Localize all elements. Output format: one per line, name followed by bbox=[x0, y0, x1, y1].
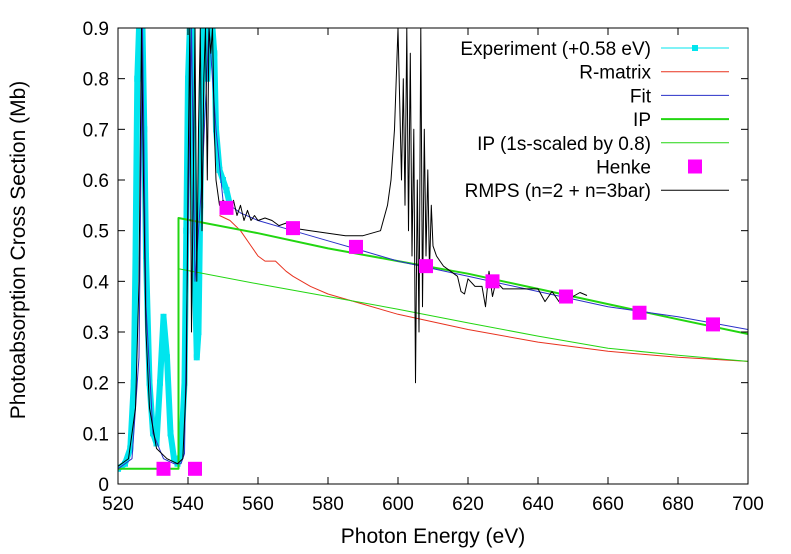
legend-entry-ip: IP bbox=[633, 110, 729, 131]
data-point bbox=[199, 75, 205, 82]
legend-entry-henke: Henke bbox=[596, 158, 702, 179]
series-line bbox=[118, 28, 233, 472]
x-tick-label: 700 bbox=[732, 494, 764, 515]
x-tick-label: 620 bbox=[452, 494, 484, 515]
data-point bbox=[183, 227, 190, 234]
data-point bbox=[188, 461, 202, 476]
legend-entry-r-matrix: R-matrix bbox=[579, 63, 729, 84]
y-tick-label: 0.2 bbox=[83, 374, 109, 395]
data-point bbox=[130, 379, 137, 386]
series-r-matrix bbox=[219, 215, 748, 362]
legend-entry-rmps-n-2-n-3bar: RMPS (n=2 + n=3bar) bbox=[465, 181, 729, 202]
data-point bbox=[286, 221, 300, 236]
y-tick-label: 0.4 bbox=[83, 272, 110, 293]
y-axis-title: Photoabsorption Cross Section (Mb) bbox=[7, 81, 30, 420]
data-point bbox=[167, 430, 174, 437]
legend-label: Fit bbox=[630, 86, 652, 107]
x-tick-label: 680 bbox=[662, 494, 694, 515]
x-tick-label: 640 bbox=[522, 494, 554, 515]
data-point bbox=[632, 305, 647, 320]
x-tick-label: 660 bbox=[592, 494, 624, 515]
x-tick-label: 580 bbox=[312, 494, 344, 515]
data-point bbox=[485, 274, 500, 289]
data-point bbox=[195, 329, 202, 335]
y-tick-label: 0.7 bbox=[83, 120, 109, 141]
data-point bbox=[193, 354, 200, 361]
data-point bbox=[223, 187, 230, 194]
data-point bbox=[219, 200, 234, 215]
series-rmps-n-2-n-3bar bbox=[118, 28, 588, 467]
data-point bbox=[171, 455, 177, 462]
data-point bbox=[185, 75, 191, 82]
series-henke bbox=[156, 200, 720, 476]
legend-marker bbox=[692, 45, 698, 51]
data-point bbox=[156, 461, 171, 476]
data-point bbox=[211, 50, 218, 57]
x-axis-title: Photon Energy (eV) bbox=[341, 525, 525, 548]
y-tick-label: 0.6 bbox=[83, 171, 109, 192]
data-point bbox=[153, 440, 160, 447]
data-point bbox=[706, 317, 720, 332]
y-tick-label: 0.9 bbox=[83, 19, 109, 40]
data-point bbox=[220, 177, 226, 183]
x-tick-label: 560 bbox=[242, 494, 274, 515]
y-tick-label: 0.1 bbox=[83, 424, 109, 445]
series-line bbox=[219, 215, 748, 362]
data-point bbox=[146, 379, 153, 386]
x-tick-label: 520 bbox=[102, 494, 134, 515]
y-tick-label: 0.8 bbox=[83, 70, 109, 91]
series-line bbox=[118, 28, 588, 467]
legend-label: Henke bbox=[596, 158, 651, 179]
plot-frame bbox=[117, 27, 749, 485]
legend-entry-ip-1s-scaled-by-0-8: IP (1s-scaled by 0.8) bbox=[477, 134, 729, 155]
legend-label: R-matrix bbox=[579, 63, 651, 84]
data-point bbox=[132, 253, 139, 259]
legend-entry-fit: Fit bbox=[630, 86, 729, 107]
legend-swatch bbox=[688, 159, 702, 174]
series-ip-1s-scaled-by-0-8 bbox=[178, 268, 748, 469]
data-point bbox=[559, 289, 573, 304]
legend-label: IP (1s-scaled by 0.8) bbox=[477, 134, 651, 155]
legend-label: IP bbox=[633, 110, 651, 131]
data-point bbox=[349, 239, 363, 254]
legend-label: Experiment (+0.58 eV) bbox=[460, 39, 651, 60]
data-point bbox=[134, 75, 141, 82]
data-point bbox=[143, 253, 149, 259]
data-point bbox=[181, 379, 188, 386]
x-tick-label: 600 bbox=[382, 494, 414, 515]
y-tick-label: 0.3 bbox=[83, 323, 109, 344]
legend-entry-experiment-0-58-ev: Experiment (+0.58 eV) bbox=[460, 39, 729, 60]
y-tick-label: 0.5 bbox=[83, 222, 109, 243]
data-point bbox=[204, 75, 211, 82]
data-point bbox=[419, 259, 433, 274]
x-tick-label: 540 bbox=[172, 494, 204, 515]
data-point bbox=[178, 450, 184, 457]
data-point bbox=[164, 354, 170, 361]
y-tick-label: 0 bbox=[98, 475, 109, 496]
legend-label: RMPS (n=2 + n=3bar) bbox=[465, 181, 651, 202]
data-point bbox=[160, 313, 167, 320]
series-line bbox=[178, 268, 748, 469]
data-point bbox=[157, 379, 163, 386]
